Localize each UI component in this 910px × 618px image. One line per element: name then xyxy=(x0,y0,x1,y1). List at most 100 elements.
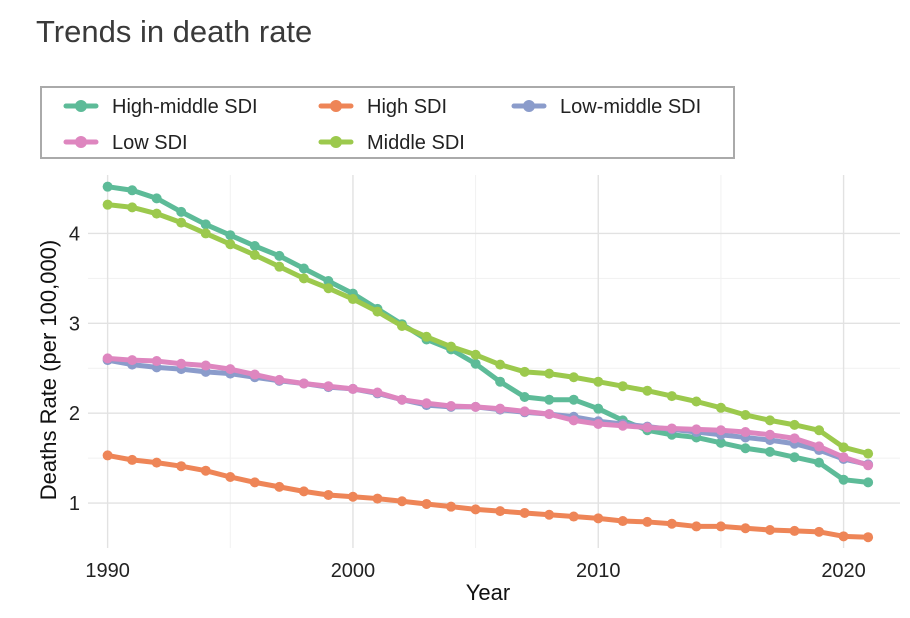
data-point-middle-sdi xyxy=(863,448,874,459)
data-point-high-middle-sdi xyxy=(568,394,579,405)
data-point-low-sdi xyxy=(225,364,236,375)
data-point-middle-sdi xyxy=(593,376,604,387)
data-point-high-middle-sdi xyxy=(740,443,751,454)
data-point-high-sdi xyxy=(666,518,677,529)
y-tick-label: 4 xyxy=(69,223,80,245)
data-point-high-middle-sdi xyxy=(789,452,800,463)
data-point-high-middle-sdi xyxy=(764,446,775,457)
data-point-low-sdi xyxy=(127,355,138,366)
data-point-middle-sdi xyxy=(323,283,334,294)
data-point-low-sdi xyxy=(666,423,677,434)
legend-item-high-middle-sdi: High-middle SDI xyxy=(63,96,258,118)
data-point-middle-sdi xyxy=(789,419,800,430)
data-point-high-sdi xyxy=(470,504,481,515)
data-point-high-middle-sdi xyxy=(225,230,236,241)
data-point-low-sdi xyxy=(249,369,260,380)
data-point-low-sdi xyxy=(814,441,825,452)
data-point-low-sdi xyxy=(519,406,530,417)
chart-title: Trends in death rate xyxy=(36,14,313,49)
axes: 1990 2000 2010 2020 1 2 3 4 xyxy=(69,223,866,582)
data-point-high-sdi xyxy=(789,525,800,536)
data-point-low-sdi xyxy=(298,378,309,389)
data-point-middle-sdi xyxy=(249,249,260,260)
data-point-middle-sdi xyxy=(470,349,481,360)
data-point-middle-sdi xyxy=(200,228,211,239)
legend-box xyxy=(40,86,735,159)
data-point-high-sdi xyxy=(372,493,383,504)
data-point-middle-sdi xyxy=(176,217,187,228)
data-point-high-sdi xyxy=(397,496,408,507)
data-point-middle-sdi xyxy=(372,306,383,317)
data-point-high-sdi xyxy=(863,532,874,543)
data-point-low-sdi xyxy=(421,398,432,409)
legend-label: Low-middle SDI xyxy=(560,96,701,118)
data-point-low-sdi xyxy=(691,424,702,435)
legend-swatch-dot xyxy=(523,100,535,112)
data-point-middle-sdi xyxy=(421,331,432,342)
data-point-high-middle-sdi xyxy=(151,193,162,204)
legend-label: Middle SDI xyxy=(367,132,465,154)
data-point-low-sdi xyxy=(863,460,874,471)
data-point-high-sdi xyxy=(617,516,628,527)
data-point-high-sdi xyxy=(176,461,187,472)
data-point-low-sdi xyxy=(789,433,800,444)
data-point-high-sdi xyxy=(421,498,432,509)
data-point-middle-sdi xyxy=(666,391,677,402)
data-point-middle-sdi xyxy=(298,273,309,284)
data-point-middle-sdi xyxy=(764,415,775,426)
data-point-high-sdi xyxy=(568,511,579,522)
y-tick-label: 1 xyxy=(69,493,80,515)
legend-label: High-middle SDI xyxy=(112,96,258,118)
data-point-high-sdi xyxy=(200,465,211,476)
data-point-low-sdi xyxy=(544,409,555,420)
data-point-high-middle-sdi xyxy=(544,394,555,405)
x-tick-label: 2000 xyxy=(331,560,376,582)
data-point-low-sdi xyxy=(347,383,358,394)
data-point-high-sdi xyxy=(740,523,751,534)
data-point-high-sdi xyxy=(274,481,285,492)
series-lines xyxy=(102,181,874,543)
data-point-high-sdi xyxy=(323,489,334,500)
x-axis-title: Year xyxy=(466,580,510,605)
data-point-high-sdi xyxy=(298,486,309,497)
data-point-high-sdi xyxy=(691,521,702,532)
data-point-low-sdi xyxy=(470,401,481,412)
data-point-high-sdi xyxy=(347,491,358,502)
data-point-high-sdi xyxy=(764,525,775,536)
data-point-middle-sdi xyxy=(740,409,751,420)
y-tick-label: 2 xyxy=(69,403,80,425)
data-point-high-middle-sdi xyxy=(127,185,138,196)
legend-item-middle-sdi: Middle SDI xyxy=(318,132,465,154)
data-point-low-sdi xyxy=(372,387,383,398)
data-point-middle-sdi xyxy=(274,261,285,272)
legend-swatch-dot xyxy=(75,136,87,148)
data-point-middle-sdi xyxy=(225,239,236,250)
data-point-high-middle-sdi xyxy=(715,437,726,448)
data-point-high-sdi xyxy=(838,531,849,542)
data-point-middle-sdi xyxy=(544,368,555,379)
data-point-middle-sdi xyxy=(397,320,408,331)
data-point-high-middle-sdi xyxy=(323,276,334,287)
data-point-high-middle-sdi xyxy=(495,376,506,387)
legend-swatch-dot xyxy=(75,100,87,112)
data-point-high-middle-sdi xyxy=(200,219,211,230)
x-tick-label: 2020 xyxy=(821,560,866,582)
data-point-middle-sdi xyxy=(814,425,825,436)
data-point-middle-sdi xyxy=(102,199,113,210)
data-point-high-middle-sdi xyxy=(863,477,874,488)
data-point-high-sdi xyxy=(544,509,555,520)
data-point-low-sdi xyxy=(323,381,334,392)
series-middle-sdi xyxy=(102,199,874,459)
data-point-high-sdi xyxy=(151,457,162,468)
data-point-low-sdi xyxy=(617,420,628,431)
data-point-high-sdi xyxy=(495,506,506,517)
series-line-middle-sdi xyxy=(105,202,871,457)
data-point-low-sdi xyxy=(176,358,187,369)
data-point-high-sdi xyxy=(102,450,113,461)
series-high-sdi xyxy=(102,450,874,543)
legend-item-low-sdi: Low SDI xyxy=(63,132,188,154)
legend-label: Low SDI xyxy=(112,132,188,154)
data-point-low-sdi xyxy=(715,425,726,436)
data-point-high-middle-sdi xyxy=(102,181,113,192)
data-point-high-middle-sdi xyxy=(519,392,530,403)
